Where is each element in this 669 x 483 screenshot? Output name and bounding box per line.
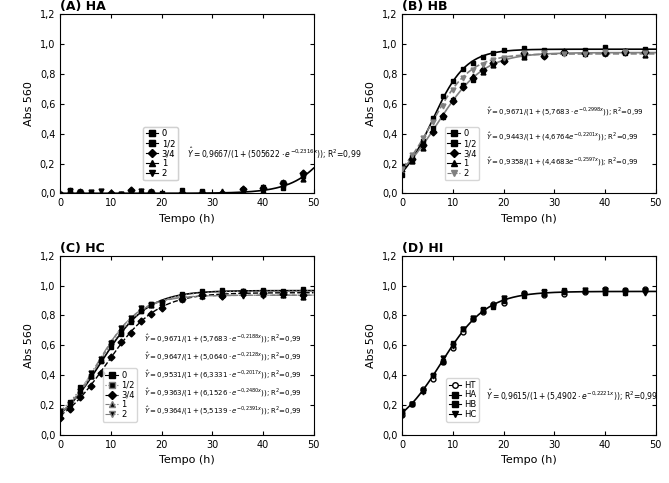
Text: $\hat{Y}=0{,}9443/(1+(4{,}6764e^{-0{,}2201x}))$; R$^2$=0,99: $\hat{Y}=0{,}9443/(1+(4{,}6764e^{-0{,}22… xyxy=(486,131,639,143)
Legend: 0, 1/2, 3/4, 1, 2: 0, 1/2, 3/4, 1, 2 xyxy=(103,368,137,422)
Text: $\hat{Y}=0{,}9671/(1+(5{,}7683\cdot e^{-0{,}2998x}))$; R$^2$=0,99: $\hat{Y}=0{,}9671/(1+(5{,}7683\cdot e^{-… xyxy=(486,106,644,118)
Text: (C) HC: (C) HC xyxy=(60,242,105,255)
Y-axis label: Abs 560: Abs 560 xyxy=(367,82,377,127)
Legend: 0, 1/2, 3/4, 1, 2: 0, 1/2, 3/4, 1, 2 xyxy=(143,127,178,180)
Legend: 0, 1/2, 3/4, 1, 2: 0, 1/2, 3/4, 1, 2 xyxy=(445,127,479,180)
Legend: HT, HA, HB, HC: HT, HA, HB, HC xyxy=(446,378,479,422)
X-axis label: Tempo (h): Tempo (h) xyxy=(159,455,215,465)
Y-axis label: Abs 560: Abs 560 xyxy=(24,323,34,368)
Text: $\hat{Y}=0{,}9358/(1+(4{,}4683e^{-0{,}2597x}))$; R$^2$=0,99: $\hat{Y}=0{,}9358/(1+(4{,}4683e^{-0{,}25… xyxy=(486,156,639,168)
Text: $\hat{Y}=0{,}9363/(1+(6{,}1526\cdot e^{-0{,}2480x}))$; R$^2$=0,99: $\hat{Y}=0{,}9363/(1+(6{,}1526\cdot e^{-… xyxy=(144,386,302,399)
Text: $\hat{Y}=0{,}9667/(1+(505622\cdot e^{-0{,}2316x}))$; R$^2$=0,99: $\hat{Y}=0{,}9667/(1+(505622\cdot e^{-0{… xyxy=(187,146,361,161)
Y-axis label: Abs 560: Abs 560 xyxy=(24,82,34,127)
Text: (B) HB: (B) HB xyxy=(402,0,448,14)
Text: $\hat{Y}=0{,}9615/(1+(5{,}4902\cdot e^{-0{,}2221x}))$; R$^2$=0,99: $\hat{Y}=0{,}9615/(1+(5{,}4902\cdot e^{-… xyxy=(486,387,658,402)
X-axis label: Tempo (h): Tempo (h) xyxy=(501,455,557,465)
Text: $\hat{Y}=0{,}9647/(1+(5{,}0640\cdot e^{-0{,}2128x}))$; R$^2$=0,99: $\hat{Y}=0{,}9647/(1+(5{,}0640\cdot e^{-… xyxy=(144,351,302,363)
Text: (A) HA: (A) HA xyxy=(60,0,106,14)
X-axis label: Tempo (h): Tempo (h) xyxy=(501,213,557,224)
X-axis label: Tempo (h): Tempo (h) xyxy=(159,213,215,224)
Text: $\hat{Y}=0{,}9364/(1+(5{,}5139\cdot e^{-0{,}2391x}))$; R$^2$=0,99: $\hat{Y}=0{,}9364/(1+(5{,}5139\cdot e^{-… xyxy=(144,404,302,417)
Text: $\hat{Y}=0{,}9671/(1+(5{,}7683\cdot e^{-0{,}2188x}))$; R$^2$=0,99: $\hat{Y}=0{,}9671/(1+(5{,}7683\cdot e^{-… xyxy=(144,333,302,345)
Text: (D) HI: (D) HI xyxy=(402,242,444,255)
Y-axis label: Abs 560: Abs 560 xyxy=(367,323,377,368)
Text: $\hat{Y}=0{,}9531/(1+(6{,}3331\cdot e^{-0{,}2017x}))$; R$^2$=0,99: $\hat{Y}=0{,}9531/(1+(6{,}3331\cdot e^{-… xyxy=(144,369,302,381)
